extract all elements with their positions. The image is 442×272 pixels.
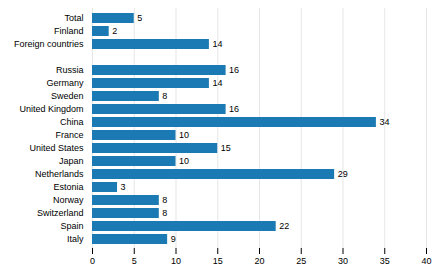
svg-text:3: 3 (121, 182, 126, 192)
svg-text:United Kingdom: United Kingdom (19, 104, 83, 114)
svg-text:10: 10 (179, 156, 189, 166)
svg-text:16: 16 (229, 65, 239, 75)
svg-text:30: 30 (338, 256, 348, 266)
svg-text:10: 10 (171, 256, 181, 266)
svg-text:15: 15 (221, 143, 231, 153)
svg-text:Netherlands: Netherlands (35, 169, 84, 179)
svg-text:Spain: Spain (60, 221, 83, 231)
svg-text:Switzerland: Switzerland (37, 208, 84, 218)
svg-text:10: 10 (179, 130, 189, 140)
svg-text:Germany: Germany (46, 78, 84, 88)
svg-text:20: 20 (254, 256, 264, 266)
svg-text:14: 14 (212, 39, 222, 49)
svg-text:Sweden: Sweden (51, 91, 84, 101)
svg-text:8: 8 (162, 91, 167, 101)
svg-text:Russia: Russia (56, 65, 84, 75)
svg-text:Japan: Japan (59, 156, 84, 166)
svg-text:22: 22 (279, 221, 289, 231)
svg-text:Norway: Norway (53, 195, 84, 205)
svg-text:France: France (55, 130, 83, 140)
svg-text:8: 8 (162, 208, 167, 218)
svg-text:Finland: Finland (54, 26, 84, 36)
svg-text:16: 16 (229, 104, 239, 114)
svg-text:Total: Total (64, 13, 83, 23)
svg-text:25: 25 (296, 256, 306, 266)
svg-text:5: 5 (137, 13, 142, 23)
svg-text:Italy: Italy (67, 234, 84, 244)
svg-text:9: 9 (171, 234, 176, 244)
svg-text:40: 40 (421, 256, 431, 266)
svg-text:0: 0 (90, 256, 95, 266)
svg-text:Estonia: Estonia (53, 182, 83, 192)
svg-text:15: 15 (213, 256, 223, 266)
svg-text:35: 35 (380, 256, 390, 266)
svg-text:8: 8 (162, 195, 167, 205)
svg-text:29: 29 (338, 169, 348, 179)
svg-text:5: 5 (132, 256, 137, 266)
svg-text:2: 2 (112, 26, 117, 36)
svg-text:14: 14 (212, 78, 222, 88)
svg-text:China: China (60, 117, 84, 127)
svg-text:Foreign countries: Foreign countries (14, 39, 84, 49)
svg-text:34: 34 (379, 117, 389, 127)
svg-text:United States: United States (29, 143, 84, 153)
